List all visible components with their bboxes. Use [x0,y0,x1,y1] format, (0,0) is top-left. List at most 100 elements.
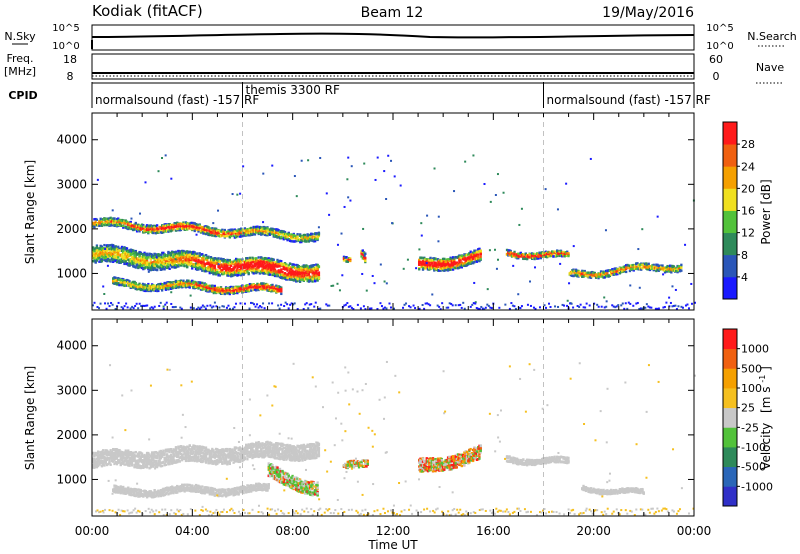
data-cell [150,285,154,289]
nave-label: Nave [756,61,784,74]
data-cell [557,250,560,253]
data-cell [130,260,134,263]
data-cell [118,223,121,226]
data-cell [319,156,322,159]
data-cell [303,236,307,239]
data-cell [176,265,179,268]
data-cell [134,258,137,262]
data-cell [308,239,312,242]
data-cell [276,274,279,277]
data-cell [586,271,589,274]
data-cell [192,256,195,260]
data-cell [142,258,145,261]
data-cell [426,260,430,264]
data-cell [478,247,481,251]
data-cell [125,278,129,282]
data-cell [217,274,220,277]
data-cell [228,273,232,276]
data-cell [663,267,667,270]
data-cell [124,250,127,254]
data-cell [213,258,216,262]
data-cell [614,267,618,271]
data-cell [206,225,209,228]
data-cell [290,233,293,236]
data-cell [360,252,363,255]
data-cell [102,222,105,225]
data-cell [182,249,185,253]
data-cell [549,254,553,258]
data-cell [114,248,117,251]
data-cell [248,232,252,235]
data-cell [547,250,550,254]
data-cell [124,260,127,263]
data-cell [273,265,277,268]
data-cell [94,220,97,223]
data-cell [176,256,179,260]
data-cell [548,251,551,254]
data-cell [461,257,465,261]
data-cell [186,284,189,287]
data-cell [188,286,191,289]
data-cell [672,265,675,268]
data-cell [313,236,317,239]
data-cell [137,285,140,289]
data-cell [143,289,146,293]
data-cell [257,269,260,272]
data-cell [117,256,120,259]
data-cell [243,234,247,237]
data-cell [98,250,101,254]
data-cell [466,256,470,259]
data-cell [273,234,277,237]
data-cell [439,266,442,269]
data-cell [525,257,529,261]
data-cell [519,255,522,258]
data-cell [189,224,193,227]
data-cell [443,269,446,272]
data-cell [97,253,100,256]
data-cell [297,268,300,271]
data-cell [203,225,206,228]
data-cell [128,259,131,262]
data-cell [266,271,269,274]
data-cell [261,260,264,264]
data-cell [477,258,480,262]
data-cell [189,280,193,284]
data-cell [208,271,211,275]
data-cell [143,229,146,233]
data-cell [110,248,114,251]
data-cell [211,258,214,262]
data-cell [169,259,173,263]
data-cell [160,256,164,259]
data-cell [197,285,200,288]
data-cell [557,252,560,255]
data-cell [124,248,127,251]
data-cell [107,253,110,256]
data-cell [426,267,430,271]
freq-tick-bottom: 8 [67,70,74,83]
data-cell [194,254,198,258]
data-cell [123,256,126,259]
data-cell [171,265,174,269]
data-cell [300,278,303,282]
data-cell [194,265,198,268]
data-cell [362,251,366,255]
data-cell [276,270,279,273]
data-cell [94,261,97,264]
data-cell [157,255,160,259]
data-cell [150,253,154,256]
data-cell [296,272,299,275]
data-cell [293,236,297,240]
data-cell [454,261,457,265]
data-cell [204,285,208,289]
data-cell [632,263,635,267]
data-cell [293,275,297,278]
data-cell [204,288,208,291]
data-cell [257,262,260,265]
data-cell [428,266,431,270]
data-cell [171,225,174,229]
data-cell [266,285,269,288]
data-cell [152,285,155,288]
data-cell [588,274,591,277]
data-cell [143,253,146,256]
data-cell [583,269,586,273]
